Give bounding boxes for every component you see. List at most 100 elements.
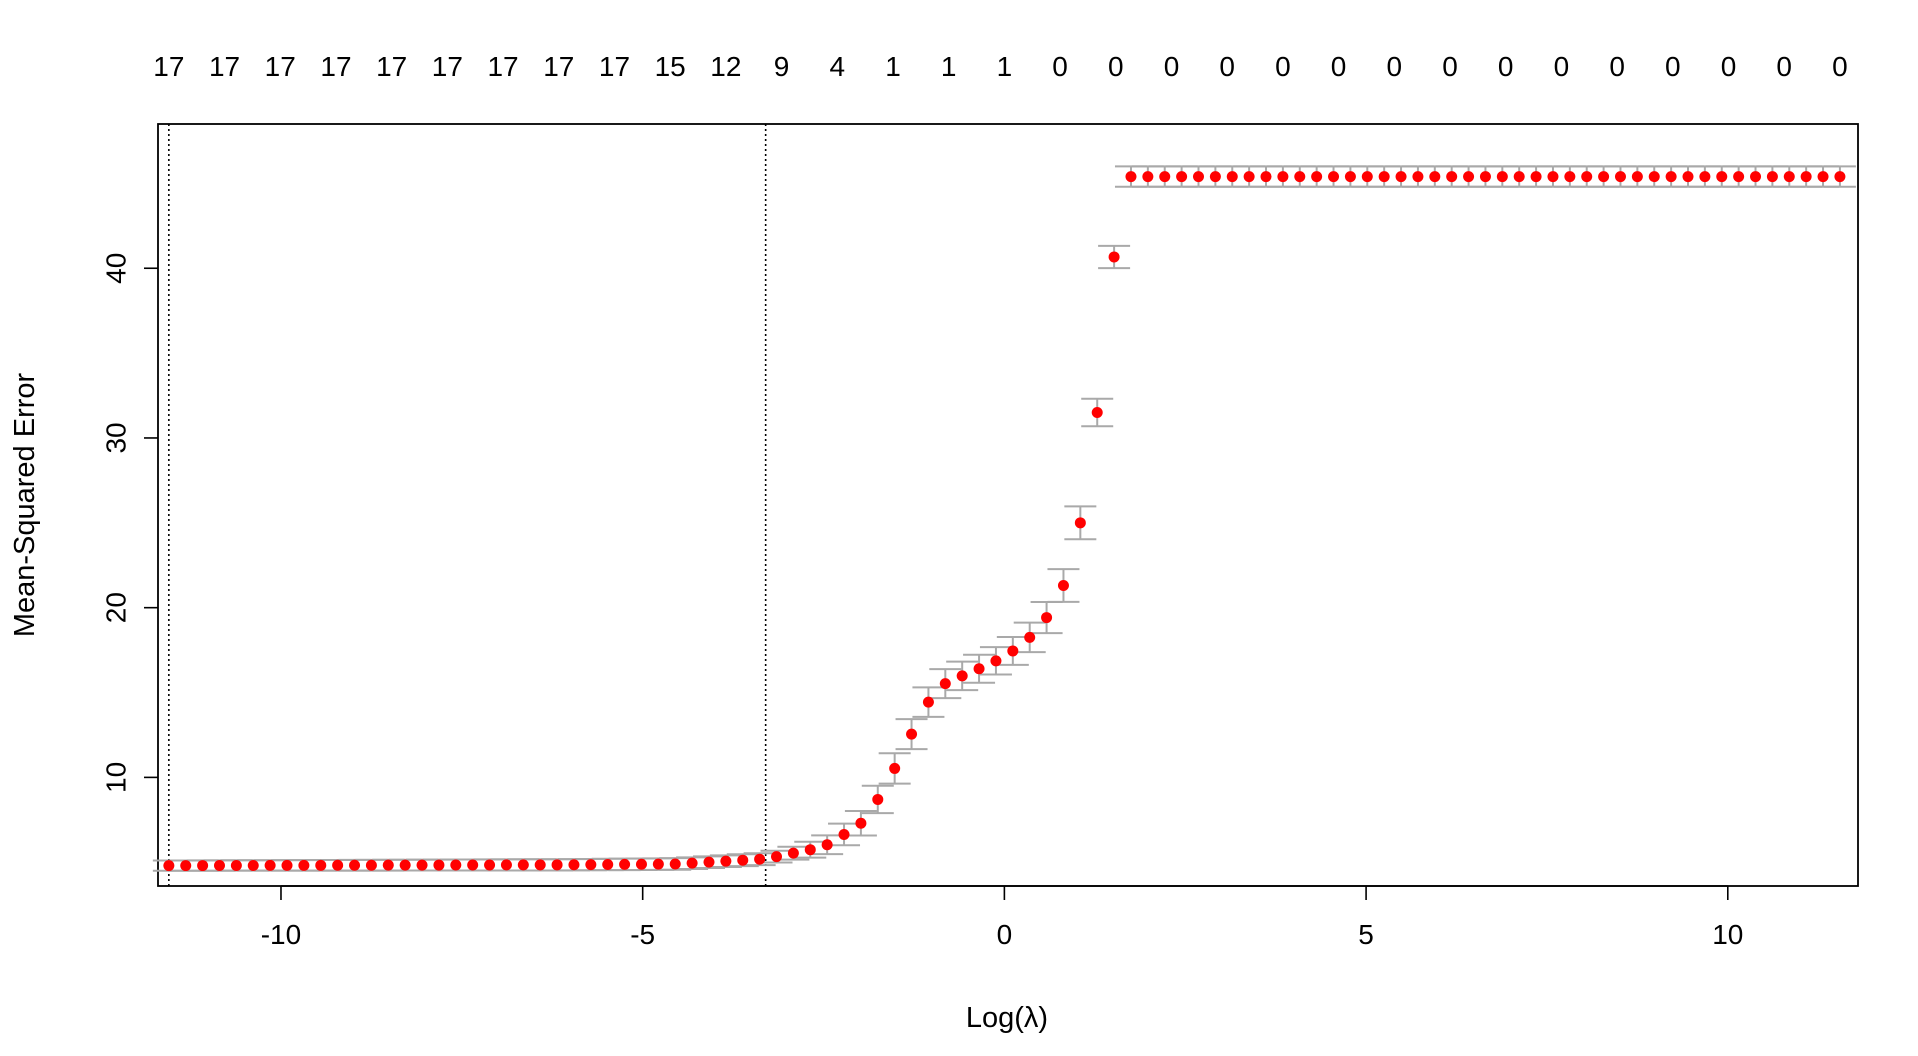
- data-points: [163, 171, 1846, 872]
- data-point: [652, 858, 664, 870]
- reference-lines: [168, 124, 767, 886]
- data-point: [1041, 612, 1053, 624]
- data-point: [737, 854, 749, 866]
- top-axis-label: 0: [1665, 51, 1681, 82]
- x-tick-label: 5: [1358, 919, 1374, 950]
- data-point: [1631, 171, 1643, 183]
- data-point: [500, 859, 512, 871]
- data-point: [720, 855, 732, 867]
- data-point: [855, 817, 867, 829]
- data-point: [180, 860, 192, 872]
- top-axis-label: 17: [376, 51, 407, 82]
- data-point: [1108, 251, 1120, 263]
- data-point: [1260, 171, 1272, 183]
- data-point: [939, 678, 951, 690]
- data-point: [804, 844, 816, 856]
- data-point: [1057, 580, 1069, 592]
- top-axis-label: 0: [1554, 51, 1570, 82]
- data-point: [1446, 171, 1458, 183]
- data-point: [467, 859, 479, 871]
- data-point: [399, 859, 411, 871]
- data-point: [1766, 171, 1778, 183]
- top-axis-labels: 17 17 17 17 17 17 17 17 17 15 12 9 4 1 1 1 0 0 0 0 0 0 0 0 0 0 0 0 0…: [153, 51, 1847, 82]
- data-point: [230, 859, 242, 871]
- x-tick-label: 0: [997, 919, 1013, 950]
- top-axis-label: 0: [1331, 51, 1347, 82]
- data-point: [1581, 171, 1593, 183]
- data-point: [990, 655, 1002, 667]
- top-axis-label: 0: [1776, 51, 1792, 82]
- data-point: [281, 859, 293, 871]
- data-point: [1800, 171, 1812, 183]
- data-point: [872, 793, 884, 805]
- top-axis-label: 0: [1498, 51, 1514, 82]
- top-axis-label: 17: [153, 51, 184, 82]
- data-point: [1007, 645, 1019, 657]
- data-point: [1783, 171, 1795, 183]
- data-point: [1817, 171, 1829, 183]
- data-point: [551, 859, 563, 871]
- top-axis-label: 0: [1442, 51, 1458, 82]
- x-axis: -10 -5 0 5 10: [261, 885, 1743, 950]
- top-axis-label: 0: [1387, 51, 1403, 82]
- data-point: [450, 859, 462, 871]
- data-point: [433, 859, 445, 871]
- data-point: [1344, 171, 1356, 183]
- data-point: [1733, 171, 1745, 183]
- top-axis-label: 4: [829, 51, 845, 82]
- data-point: [1192, 171, 1204, 183]
- data-point: [332, 859, 344, 871]
- top-axis-label: 0: [1721, 51, 1737, 82]
- data-point: [771, 851, 783, 863]
- y-tick-label: 20: [100, 592, 131, 623]
- data-point: [1479, 171, 1491, 183]
- data-point: [365, 859, 377, 871]
- data-point: [1564, 171, 1576, 183]
- top-axis-label: 12: [710, 51, 741, 82]
- data-point: [1243, 171, 1255, 183]
- data-point: [1665, 171, 1677, 183]
- data-point: [484, 859, 496, 871]
- top-axis-label: 17: [209, 51, 240, 82]
- plot-area-border: [157, 123, 1859, 887]
- top-axis-label: 1: [997, 51, 1013, 82]
- data-point: [1716, 171, 1728, 183]
- top-axis-label: 0: [1609, 51, 1625, 82]
- data-point: [517, 859, 529, 871]
- data-point: [1530, 171, 1542, 183]
- data-point: [1328, 171, 1340, 183]
- top-axis-label: 9: [774, 51, 790, 82]
- data-point: [906, 728, 918, 740]
- top-axis-label: 17: [320, 51, 351, 82]
- data-point: [1463, 171, 1475, 183]
- data-point: [382, 859, 394, 871]
- x-tick-label: 10: [1712, 919, 1743, 950]
- top-axis-label: 17: [265, 51, 296, 82]
- top-axis-label: 17: [543, 51, 574, 82]
- y-tick-label: 30: [100, 422, 131, 453]
- data-point: [1395, 171, 1407, 183]
- data-point: [1699, 171, 1711, 183]
- top-axis-label: 17: [599, 51, 630, 82]
- data-point: [1412, 171, 1424, 183]
- x-axis-title: Log(λ): [966, 1002, 1048, 1034]
- top-axis-label: 17: [432, 51, 463, 82]
- top-axis-label: 0: [1219, 51, 1235, 82]
- data-point: [602, 858, 614, 870]
- data-point: [1378, 171, 1390, 183]
- data-point: [703, 856, 715, 868]
- data-point: [838, 828, 850, 840]
- data-point: [1429, 171, 1441, 183]
- data-point: [1142, 171, 1154, 183]
- data-point: [1361, 171, 1373, 183]
- data-point: [686, 857, 698, 869]
- data-point: [247, 859, 259, 871]
- data-point: [1311, 171, 1323, 183]
- top-axis-label: 0: [1275, 51, 1291, 82]
- top-axis-label: 1: [885, 51, 901, 82]
- data-point: [1682, 171, 1694, 183]
- data-point: [1125, 171, 1137, 183]
- data-point: [1209, 171, 1221, 183]
- top-axis-label: 17: [487, 51, 518, 82]
